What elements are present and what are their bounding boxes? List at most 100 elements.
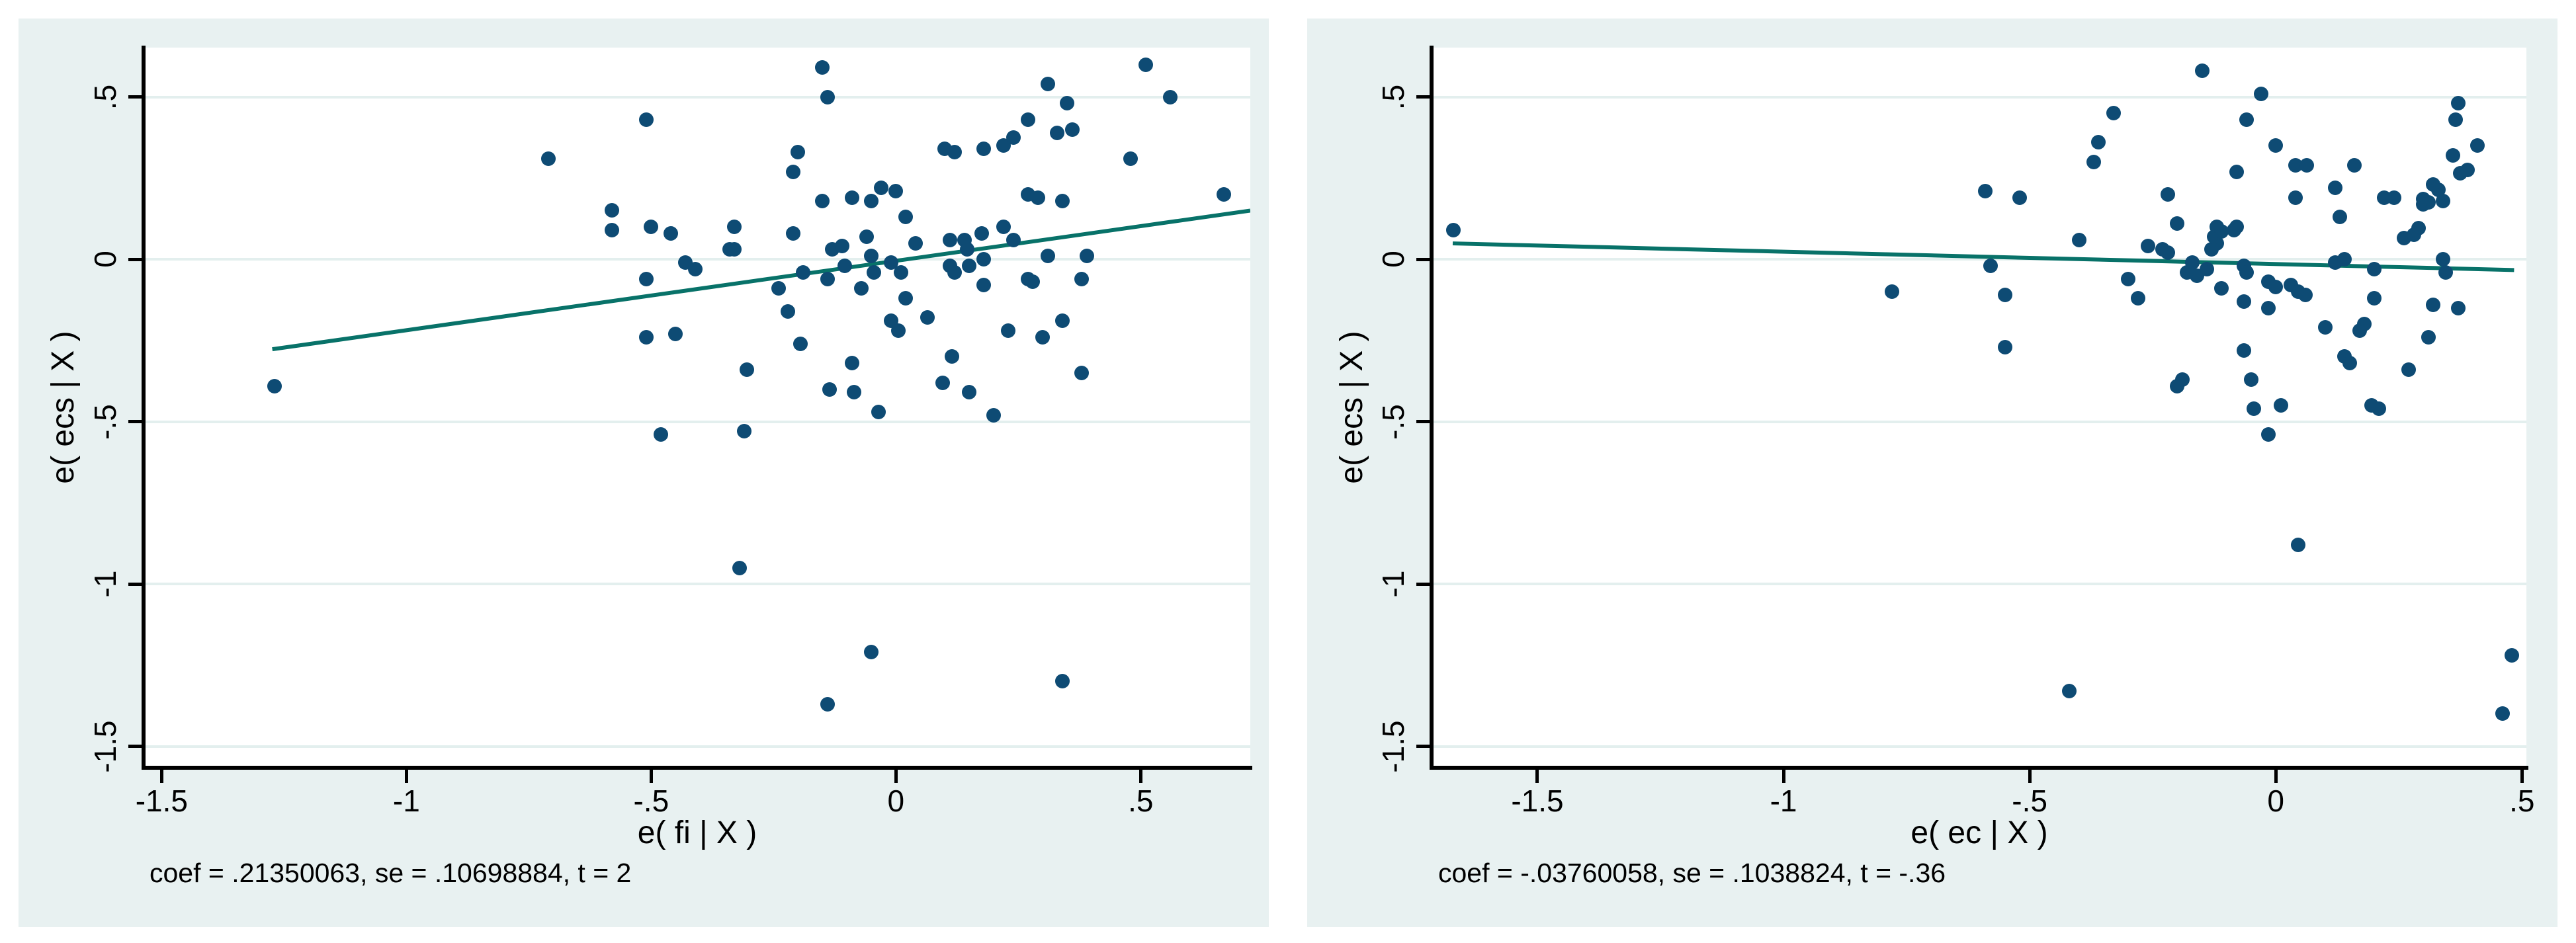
data-point: [820, 696, 835, 712]
data-point: [2327, 181, 2342, 196]
scatter-plot-area-ec: .5 0 -.5 -1 -1.5 -1.5 -1 -.5 0 .5: [1376, 46, 2534, 816]
data-point: [1054, 193, 1070, 208]
data-point: [2106, 106, 2121, 121]
data-point: [820, 89, 835, 104]
data-point: [2288, 157, 2303, 173]
data-point: [1030, 190, 1045, 205]
data-point: [2317, 320, 2333, 335]
data-point: [2367, 261, 2382, 276]
data-point: [1054, 313, 1070, 329]
data-point: [890, 323, 906, 339]
data-point: [920, 310, 935, 325]
data-point: [815, 60, 830, 75]
data-point: [1035, 329, 1051, 345]
x-tick-mark: [2028, 770, 2032, 783]
data-point: [1025, 274, 1041, 290]
data-point: [2342, 356, 2357, 371]
y-tick-label: .5: [1376, 84, 1410, 110]
data-point: [727, 242, 742, 257]
data-point: [2239, 265, 2254, 280]
data-point: [1006, 232, 1021, 247]
data-point: [947, 145, 963, 160]
data-point: [687, 261, 703, 276]
x-tick-mark: [2274, 770, 2278, 783]
data-point: [2120, 271, 2135, 286]
regression-note: coef = -.03760058, se = .1038824, t = -.…: [1438, 858, 1946, 888]
data-point: [883, 255, 898, 270]
data-point: [1001, 323, 1016, 339]
data-point: [974, 226, 989, 241]
data-point: [2229, 220, 2244, 235]
data-point: [820, 271, 835, 286]
data-point: [668, 327, 683, 342]
data-point: [732, 560, 747, 575]
data-point: [1054, 674, 1070, 689]
data-point: [2416, 196, 2431, 212]
data-point: [2200, 261, 2215, 276]
x-axis-line: [142, 766, 1252, 770]
gridline: [1432, 258, 2526, 261]
data-point: [1162, 89, 1178, 104]
data-point: [2261, 427, 2276, 442]
data-point: [2460, 163, 2475, 178]
gridline: [1432, 420, 2526, 423]
x-tick-mark: [894, 770, 898, 783]
data-point: [2253, 86, 2268, 101]
data-point: [2426, 177, 2441, 192]
data-point: [785, 164, 800, 179]
x-axis-title: e( ec | X ): [1911, 815, 2048, 850]
data-point: [935, 375, 950, 390]
data-point: [1050, 125, 1065, 140]
data-point: [947, 265, 963, 280]
data-point: [2071, 232, 2086, 247]
data-point: [2236, 294, 2251, 309]
data-point: [1079, 249, 1094, 264]
data-point: [864, 249, 879, 264]
data-point: [962, 258, 977, 273]
data-point: [2239, 112, 2254, 127]
data-point: [1978, 184, 1993, 198]
y-tick-mark: [128, 745, 142, 749]
x-tick-mark: [2520, 770, 2524, 783]
y-tick-label: 0: [88, 251, 122, 268]
data-point: [1006, 130, 1021, 145]
data-point: [736, 424, 751, 439]
x-tick-mark: [1535, 770, 1539, 783]
data-point: [638, 271, 654, 286]
x-axis-title: e( fi | X ): [637, 815, 757, 850]
gridline: [1432, 95, 2526, 99]
x-tick-mark: [649, 770, 653, 783]
data-point: [945, 349, 960, 364]
data-point: [834, 239, 849, 254]
data-point: [2450, 300, 2466, 315]
data-point: [874, 181, 889, 196]
data-point: [1040, 76, 1055, 91]
gridline: [1432, 745, 2526, 748]
data-point: [976, 278, 992, 293]
data-point: [2411, 221, 2426, 236]
y-tick-mark: [128, 420, 142, 424]
y-tick-mark: [128, 95, 142, 99]
data-point: [1074, 365, 1090, 380]
data-point: [2246, 401, 2261, 416]
data-point: [2194, 63, 2210, 79]
data-point: [962, 385, 977, 400]
y-tick-mark: [128, 257, 142, 261]
x-tick-label: -.5: [633, 784, 669, 818]
x-tick-label: 0: [887, 784, 905, 818]
data-point: [976, 142, 992, 157]
data-point: [864, 645, 879, 660]
data-point: [2367, 291, 2382, 306]
x-tick-label: -1: [392, 784, 420, 818]
data-point: [1983, 258, 1998, 273]
y-tick-label: 0: [1376, 251, 1410, 268]
data-point: [2214, 281, 2229, 296]
data-point: [854, 281, 869, 296]
data-point: [1217, 186, 1232, 202]
data-point: [976, 252, 992, 267]
data-point: [2426, 297, 2441, 312]
data-point: [1123, 151, 1138, 166]
x-tick-label: .5: [1128, 784, 1154, 818]
data-point: [859, 229, 874, 244]
data-point: [2436, 252, 2451, 267]
